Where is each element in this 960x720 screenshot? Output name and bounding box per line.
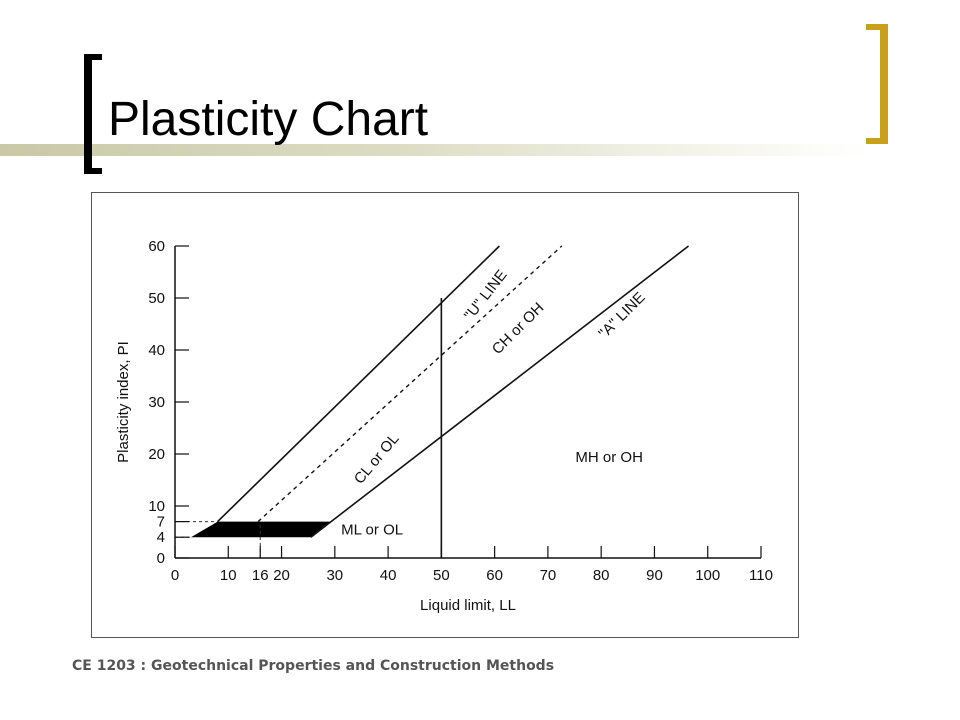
right-bracket-decoration [866,24,888,144]
title-accent-bar [0,144,870,156]
x-tick-label-40: 40 [380,567,397,584]
annotation-ml-or-ol: ML or OL [341,522,403,539]
x-tick-label-110: 110 [749,567,773,584]
y-tick-label-50: 50 [148,290,165,307]
annotation-ch-or-oh: CH or OH [489,299,548,358]
ml-ol-shaded-band [190,521,332,538]
x-tick-label-80: 80 [593,567,610,584]
annotation-mh-or-oh: MH or OH [575,449,643,466]
x-tick-label-20: 20 [273,567,290,584]
x-axis-title: Liquid limit, LL [420,597,516,614]
y-tick-label-20: 20 [148,446,165,463]
left-bracket-decoration [84,54,102,174]
y-tick-label-0: 0 [157,550,165,567]
y-axis-title: Plasticity index, PI [115,341,132,463]
x-tick-label-70: 70 [540,567,557,584]
x-tick-label-16: 16 [252,567,269,584]
slide-title: Plasticity Chart [108,93,429,146]
y-tick-label-60: 60 [148,238,165,255]
y-tick-label-10: 10 [148,498,165,515]
x-tick-label-60: 60 [486,567,503,584]
series-line-a-line [310,245,690,538]
series-line-u-line [217,245,500,523]
y-tick-label-4: 4 [157,529,165,546]
x-tick-label-50: 50 [433,567,450,584]
x-tick-label-10: 10 [220,567,237,584]
x-tick-label-90: 90 [646,567,663,584]
x-tick-label-0: 0 [171,567,179,584]
y-tick-label-30: 30 [148,394,165,411]
plasticity-chart-frame: 0 4 7 10 20 30 40 50 60 0 10 16 20 30 40 50 60 70 80 90 100 1… [91,192,799,638]
series-line-dotted-boundary [257,245,563,523]
annotation-cl-or-ol: CL or OL [351,430,403,487]
x-tick-label-30: 30 [326,567,343,584]
x-tick-label-100: 100 [695,567,720,584]
y-tick-label-7: 7 [157,514,165,531]
slide-footer: CE 1203 : Geotechnical Properties and Co… [72,658,555,674]
y-tick-label-40: 40 [148,342,165,359]
